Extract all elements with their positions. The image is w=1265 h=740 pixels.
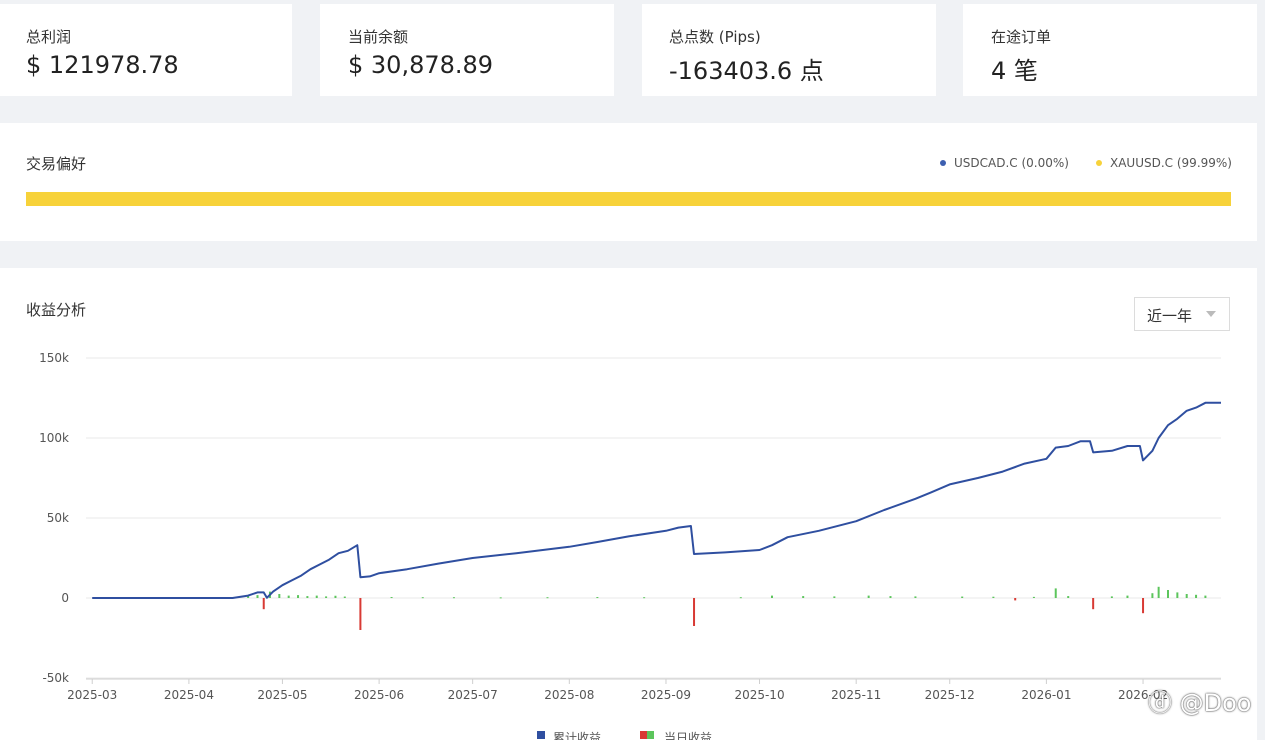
legend-dot-icon [940, 159, 946, 166]
legend-item-xauusd[interactable]: XAUUSD.C (99.99%) [1096, 156, 1232, 170]
profit-analysis-card: 收益分析 [0, 268, 1257, 740]
stat-card-open-orders: 在途订单 4 笔 [963, 4, 1257, 96]
time-range-value: 近一年 [1147, 307, 1193, 325]
section-title: 交易偏好 [26, 155, 87, 173]
chevron-down-icon [1206, 311, 1216, 317]
time-range-select[interactable]: 近一年 [1134, 297, 1230, 331]
watermark: ⓓ @Doo [1148, 689, 1252, 717]
section-title: 收益分析 [26, 301, 87, 319]
stat-value: 4 笔 [991, 57, 1038, 85]
stat-value: $ 121978.78 [26, 51, 179, 79]
trading-preference-card: 交易偏好 USDCAD.C (0.00%) XAUUSD.C (99.99%) [0, 123, 1257, 241]
stat-label: 在途订单 [991, 28, 1052, 46]
stat-card-current-balance: 当前余额 $ 30,878.89 [320, 4, 614, 96]
stat-label: 当前余额 [348, 28, 409, 46]
legend-dot-icon [1096, 159, 1102, 166]
preference-bar [26, 192, 1231, 206]
stat-card-total-pips: 总点数 (Pips) -163403.6 点 [642, 4, 936, 96]
stat-value: $ 30,878.89 [348, 51, 494, 79]
stat-card-total-profit: 总利润 $ 121978.78 [0, 4, 292, 96]
legend-label: USDCAD.C (0.00%) [954, 156, 1069, 170]
stat-label: 总利润 [26, 28, 72, 46]
stat-value: -163403.6 点 [669, 57, 824, 85]
stat-label: 总点数 (Pips) [669, 28, 761, 46]
legend-label: XAUUSD.C (99.99%) [1110, 156, 1232, 170]
legend-item-usdcad[interactable]: USDCAD.C (0.00%) [940, 156, 1069, 170]
